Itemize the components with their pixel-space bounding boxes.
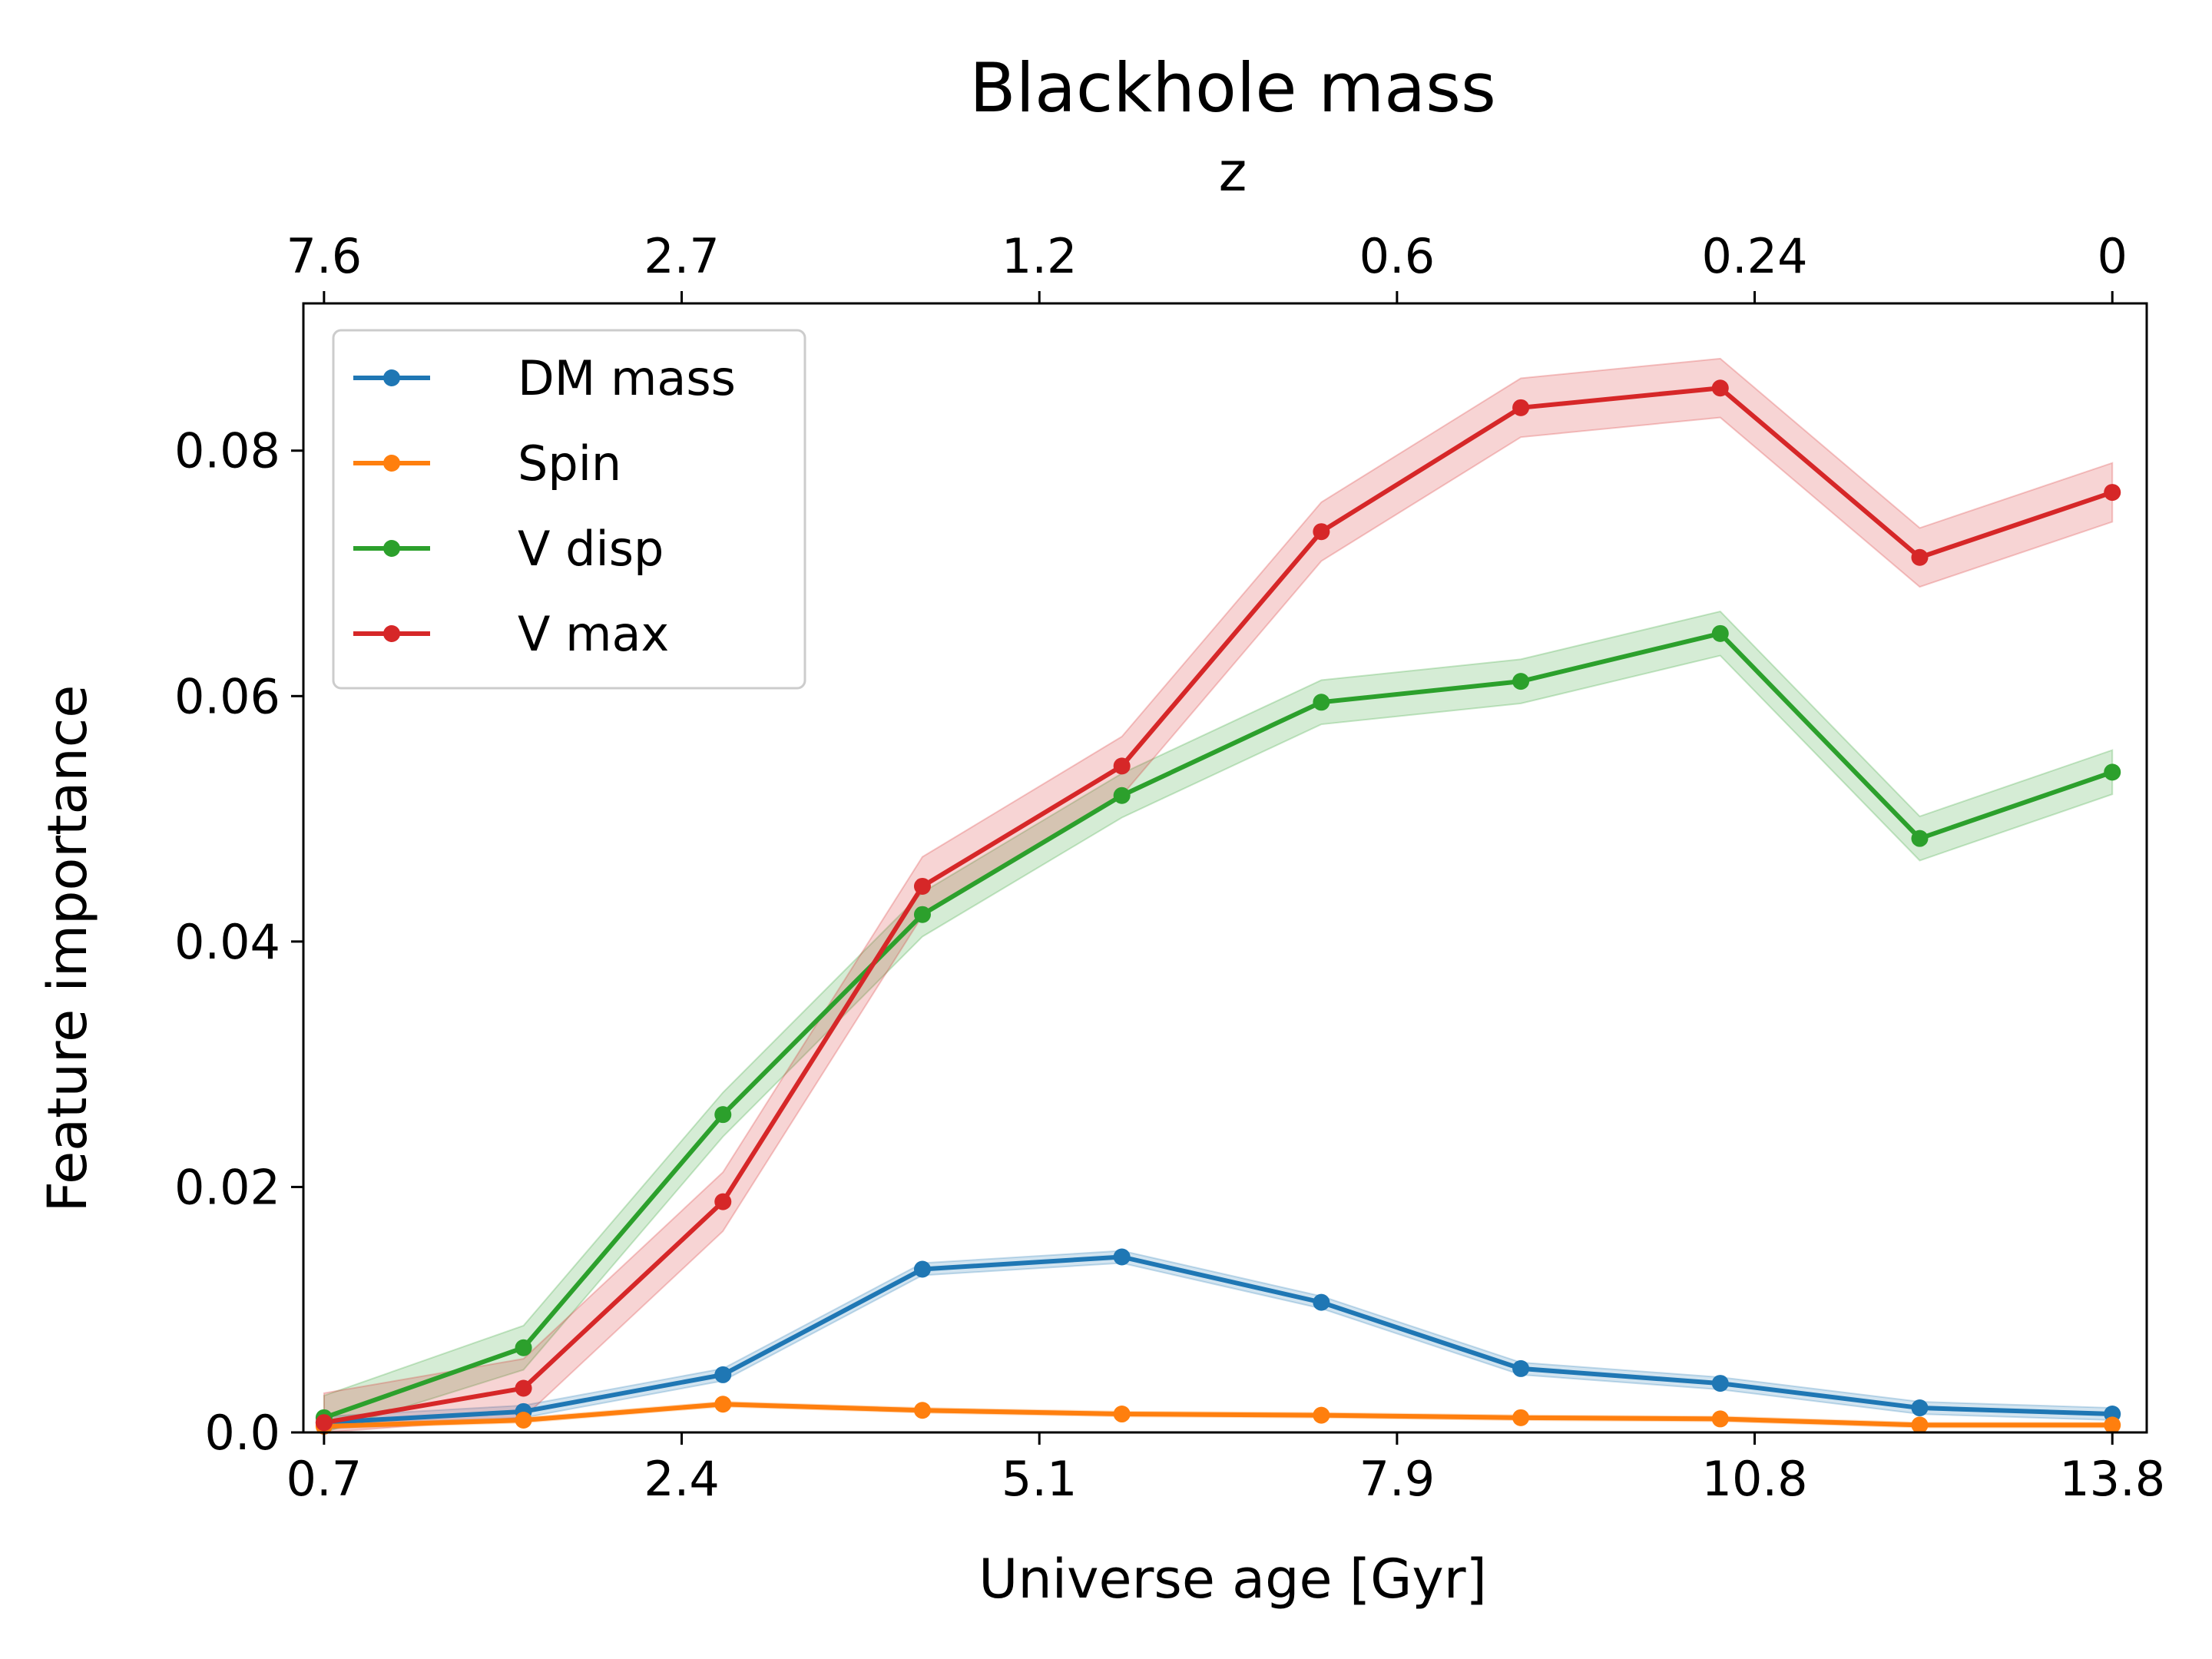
v-max-point	[1313, 523, 1330, 541]
dm-mass-point	[1512, 1359, 1530, 1377]
spin-legend-label: Spin	[518, 435, 621, 492]
x-tick-label: 2.4	[644, 1451, 720, 1507]
v-disp-point	[2104, 763, 2121, 781]
spin-point	[515, 1412, 532, 1429]
dm-mass-point	[714, 1366, 732, 1383]
spin-point	[1911, 1416, 1929, 1434]
v-max-point	[515, 1379, 532, 1397]
v-disp-legend-label: V disp	[518, 521, 664, 577]
spin-point	[1711, 1410, 1729, 1428]
dm-mass-legend-marker	[383, 369, 400, 386]
legend-box	[332, 329, 806, 690]
dm-mass-line	[323, 1254, 2113, 1426]
v-max-point	[315, 1414, 333, 1432]
y-axis-label: Feature importance	[36, 685, 99, 1213]
dm-mass-point	[1113, 1248, 1131, 1266]
v-disp-legend-marker	[383, 540, 400, 557]
plot-frame	[302, 302, 2148, 1434]
v-max-point	[913, 877, 931, 895]
chart-title: Blackhole mass	[969, 48, 1496, 127]
v-max-legend-marker	[383, 625, 400, 642]
x-tick-label: 10.8	[1702, 1451, 1808, 1507]
dm-mass-point	[1313, 1293, 1330, 1311]
dm-mass-point	[1711, 1375, 1729, 1392]
spin-point	[1113, 1406, 1131, 1423]
v-max-point	[1113, 757, 1131, 775]
v-max-point	[1911, 548, 1929, 566]
y-tick-label: 0.08	[174, 423, 280, 479]
v-max-point	[1711, 379, 1729, 397]
v-disp-line	[323, 631, 2114, 1420]
spin-point	[913, 1402, 931, 1419]
v-disp-band	[323, 610, 2114, 1434]
v-disp-point	[1113, 786, 1131, 804]
top-tick-label: 1.2	[1002, 228, 1078, 284]
spin-legend-marker	[383, 455, 400, 472]
dm-mass-point	[1911, 1399, 1929, 1417]
v-max-band	[323, 357, 2114, 1434]
top-tick-label: 0	[2097, 228, 2127, 284]
x-tick-label: 7.9	[1359, 1451, 1435, 1507]
dm-mass-legend-label: DM mass	[518, 350, 736, 406]
x-tick-label: 0.7	[286, 1451, 363, 1507]
v-max-point	[2104, 484, 2121, 502]
legend: DM mass Spin V disp V max	[332, 329, 806, 690]
spin-point	[714, 1396, 732, 1413]
v-disp-point	[714, 1106, 732, 1124]
v-disp-point	[1512, 673, 1530, 690]
v-disp-point	[1313, 694, 1330, 711]
x-axis-label: Universe age [Gyr]	[979, 1548, 1487, 1611]
top-tick-label: 7.6	[286, 228, 363, 284]
top-tick-label: 2.7	[644, 228, 720, 284]
v-max-point	[1512, 399, 1530, 416]
v-max-line	[323, 386, 2114, 1426]
series-markers	[315, 379, 2121, 1435]
v-disp-point	[515, 1339, 532, 1356]
v-max-legend-label: V max	[518, 606, 669, 662]
spin-point	[1512, 1409, 1530, 1426]
v-disp-point	[1711, 624, 1729, 642]
y-tick-label: 0.0	[204, 1405, 280, 1461]
axis-ticks: 0.7 2.4 5.1 7.9 10.8 13.8 7.6 2.7 1.2 0.6 0.24 0 0.0…	[174, 228, 2165, 1507]
x-tick-label: 5.1	[1002, 1451, 1078, 1507]
top-tick-label: 0.24	[1702, 228, 1808, 284]
v-disp-point	[1911, 830, 1929, 847]
v-disp-point	[913, 906, 931, 923]
spin-point	[1313, 1406, 1330, 1424]
spin-line	[323, 1402, 2113, 1429]
series-lines	[323, 386, 2114, 1429]
v-max-point	[714, 1193, 732, 1210]
x-tick-label: 13.8	[2059, 1451, 2165, 1507]
y-tick-label: 0.02	[174, 1159, 280, 1215]
dm-mass-point	[913, 1260, 931, 1278]
y-tick-label: 0.06	[174, 668, 280, 724]
y-tick-label: 0.04	[174, 914, 280, 970]
top-axis-label: z	[1219, 141, 1247, 204]
spin-point	[2104, 1416, 2121, 1434]
top-tick-label: 0.6	[1359, 228, 1435, 284]
